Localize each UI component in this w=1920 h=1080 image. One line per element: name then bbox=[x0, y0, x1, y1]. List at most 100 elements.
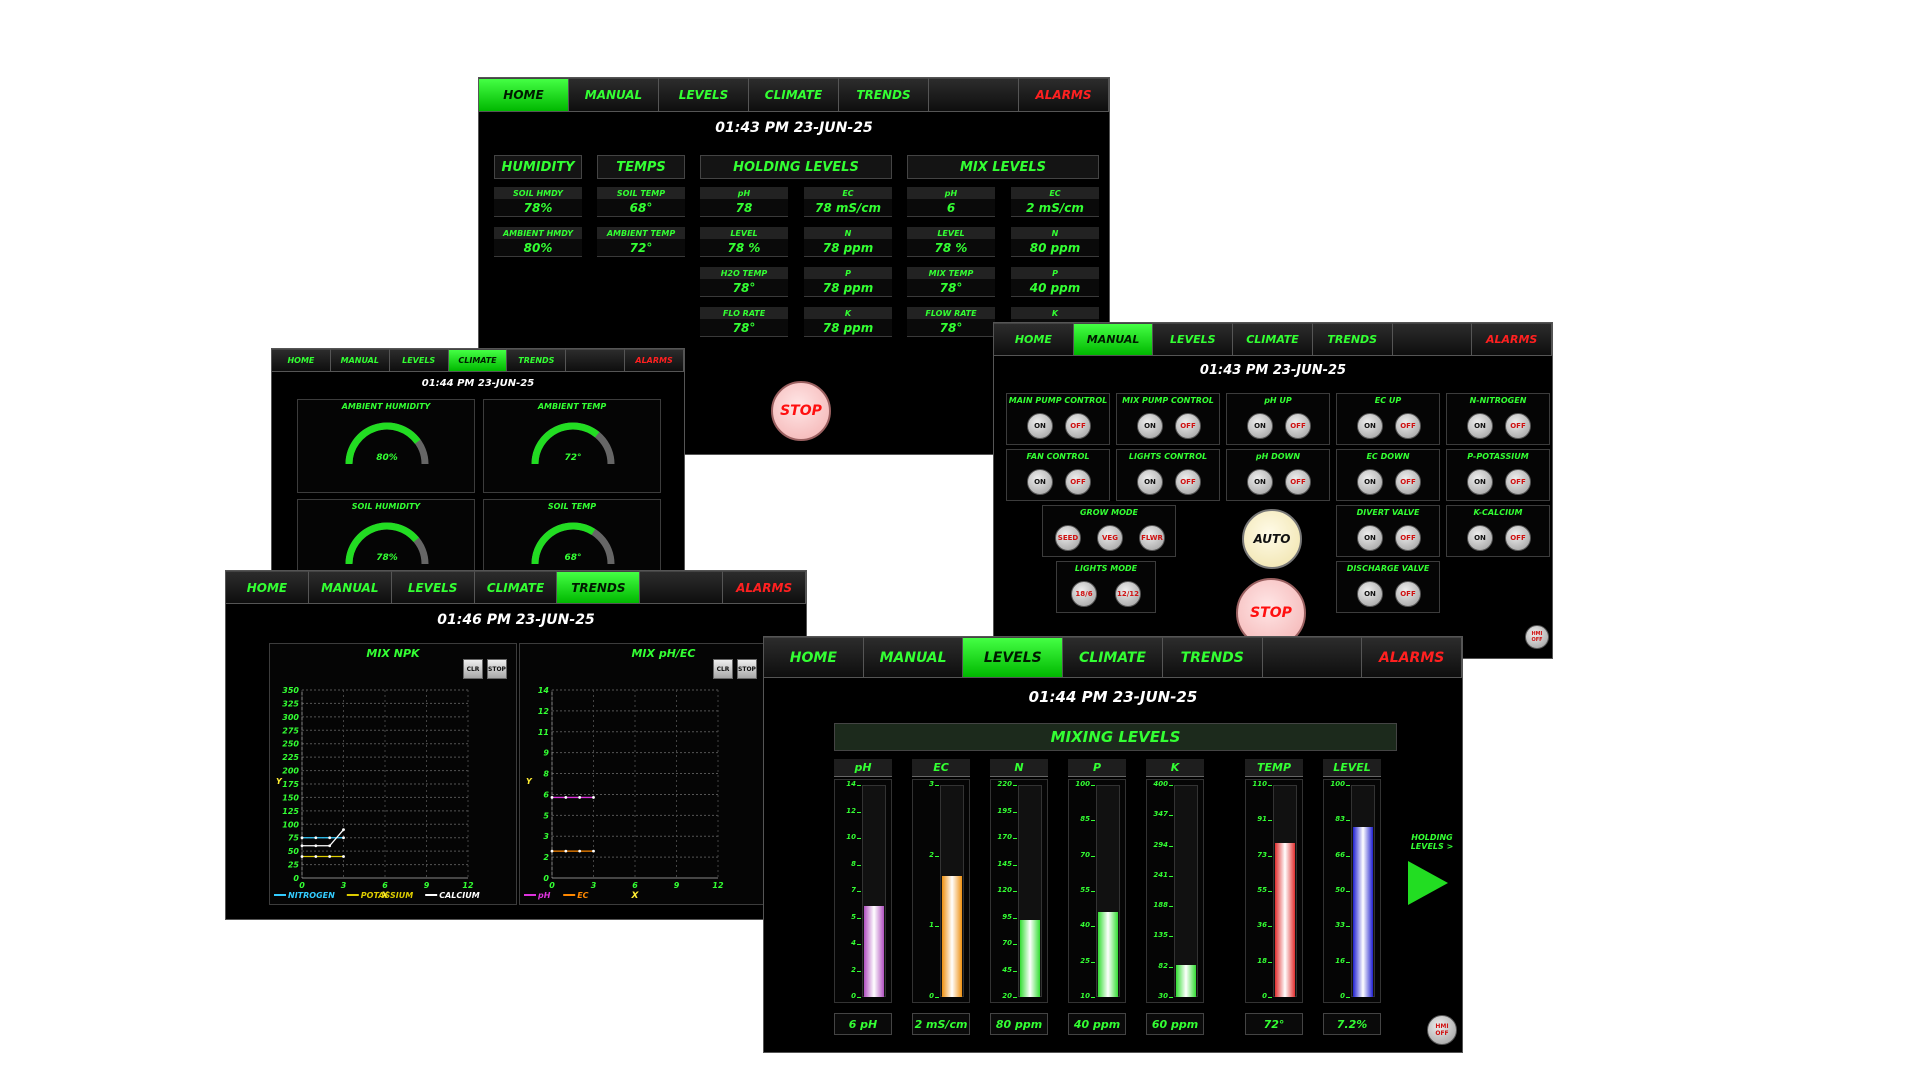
bar-tick-label: 0 bbox=[929, 992, 934, 1000]
grow-seed-button[interactable]: SEED bbox=[1055, 525, 1081, 551]
fan-off-button[interactable]: OFF bbox=[1065, 469, 1091, 495]
tab-home[interactable]: HOME bbox=[226, 571, 309, 603]
bar-tick-mark bbox=[1013, 891, 1017, 892]
bar-tick-label: 5 bbox=[851, 912, 856, 921]
lights-mode-18-6-button[interactable]: 18/6 bbox=[1071, 581, 1097, 607]
hmi-off-button[interactable]: HMI OFF bbox=[1427, 1015, 1457, 1045]
bar-tick-label: 55 bbox=[1257, 886, 1267, 894]
tab-climate[interactable]: CLIMATE bbox=[1233, 323, 1313, 355]
grow-veg-button[interactable]: VEG bbox=[1097, 525, 1123, 551]
data-point bbox=[550, 796, 554, 799]
tab-trends[interactable]: TRENDS bbox=[839, 78, 929, 111]
divert-valve-control: DIVERT VALVE ON OFF bbox=[1336, 505, 1440, 557]
bar-tick-mark bbox=[1169, 936, 1173, 938]
tab-alarms[interactable]: ALARMS bbox=[723, 571, 806, 603]
ambient-humidity-value: 80% bbox=[494, 239, 582, 257]
k-calcium-off-button[interactable]: OFF bbox=[1505, 525, 1531, 551]
tab-climate[interactable]: CLIMATE bbox=[1063, 637, 1163, 677]
tab-home[interactable]: HOME bbox=[994, 323, 1074, 355]
divert-off-button[interactable]: OFF bbox=[1395, 525, 1421, 551]
tab-home[interactable]: HOME bbox=[764, 637, 864, 677]
main-pump-on-button[interactable]: ON bbox=[1027, 413, 1053, 439]
tab-climate[interactable]: CLIMATE bbox=[474, 571, 558, 603]
bar-tick-mark bbox=[1268, 820, 1272, 822]
tab-trends[interactable]: TRENDS bbox=[507, 349, 567, 371]
group-title: MIX PUMP CONTROL bbox=[1122, 396, 1214, 405]
n-nitrogen-on-button[interactable]: ON bbox=[1467, 413, 1493, 439]
tab-climate[interactable]: CLIMATE bbox=[749, 78, 839, 111]
tab-blank bbox=[929, 78, 1019, 111]
ph-up-on-button[interactable]: ON bbox=[1247, 413, 1273, 439]
chart-stop-button[interactable]: STOP bbox=[737, 659, 757, 679]
tab-manual[interactable]: MANUAL bbox=[569, 78, 659, 111]
lights-on-button[interactable]: ON bbox=[1137, 469, 1163, 495]
next-arrow-icon[interactable] bbox=[1404, 857, 1452, 909]
clr-button[interactable]: CLR bbox=[463, 659, 483, 679]
gauge-fill-arc bbox=[531, 422, 600, 465]
auto-button[interactable]: AUTO bbox=[1242, 509, 1302, 569]
mixing-levels-header: MIXING LEVELS bbox=[834, 723, 1397, 751]
tab-home[interactable]: HOME bbox=[272, 349, 331, 371]
y-tick-label: 175 bbox=[282, 780, 299, 789]
bar-tick-label: 20 bbox=[1002, 992, 1012, 1000]
tab-levels[interactable]: LEVELS bbox=[1153, 323, 1234, 355]
bar-fill bbox=[1176, 965, 1196, 997]
clr-button[interactable]: CLR bbox=[713, 659, 733, 679]
tab-manual[interactable]: MANUAL bbox=[330, 349, 390, 371]
n-nitrogen-off-button[interactable]: OFF bbox=[1505, 413, 1531, 439]
tab-climate[interactable]: CLIMATE bbox=[448, 349, 508, 371]
bar-tick-label: 70 bbox=[1002, 939, 1012, 947]
gauge-title: SOIL TEMP bbox=[547, 502, 597, 511]
tab-trends[interactable]: TRENDS bbox=[1312, 323, 1393, 355]
tab-alarms[interactable]: ALARMS bbox=[1472, 323, 1552, 355]
ph-down-off-button[interactable]: OFF bbox=[1285, 469, 1311, 495]
tab-levels[interactable]: LEVELS bbox=[963, 637, 1064, 677]
mix-pump-off-button[interactable]: OFF bbox=[1175, 413, 1201, 439]
ph-down-on-button[interactable]: ON bbox=[1247, 469, 1273, 495]
chart-stop-button[interactable]: STOP bbox=[487, 659, 507, 679]
phec-chart: MIX pH/EC CLR STOP 14 12 11 9 8 6 5 3 2 0 0 3 6 9 12 Y X… bbox=[519, 643, 806, 905]
hmi-off-button[interactable]: HMI OFF bbox=[1525, 625, 1549, 649]
tab-levels[interactable]: LEVELS bbox=[391, 571, 475, 603]
fan-on-button[interactable]: ON bbox=[1027, 469, 1053, 495]
tab-alarms[interactable]: ALARMS bbox=[625, 349, 684, 371]
tab-manual[interactable]: MANUAL bbox=[1073, 323, 1154, 355]
main-pump-off-button[interactable]: OFF bbox=[1065, 413, 1091, 439]
stop-button[interactable]: STOP bbox=[771, 381, 831, 441]
k-calcium-on-button[interactable]: ON bbox=[1467, 525, 1493, 551]
bar-fill bbox=[864, 906, 884, 997]
bar-tick-label: 8 bbox=[851, 859, 856, 868]
tab-levels[interactable]: LEVELS bbox=[389, 349, 449, 371]
clock: 01:44 PM 23-JUN-25 bbox=[421, 378, 535, 389]
tab-levels[interactable]: LEVELS bbox=[659, 78, 749, 111]
mix-ph-label: pH bbox=[907, 187, 995, 199]
tab-trends[interactable]: TRENDS bbox=[557, 571, 641, 603]
data-point bbox=[564, 849, 568, 853]
tab-manual[interactable]: MANUAL bbox=[308, 571, 392, 603]
ec-down-on-button[interactable]: ON bbox=[1357, 469, 1383, 495]
tab-alarms[interactable]: ALARMS bbox=[1019, 78, 1109, 111]
p-potassium-off-button[interactable]: OFF bbox=[1505, 469, 1531, 495]
grow-flwr-button[interactable]: FLWR bbox=[1139, 525, 1165, 551]
tab-trends[interactable]: TRENDS bbox=[1162, 637, 1263, 677]
holding-levels-link[interactable]: HOLDING LEVELS > bbox=[1410, 833, 1454, 851]
tab-manual[interactable]: MANUAL bbox=[863, 637, 964, 677]
tab-blank bbox=[1262, 637, 1363, 677]
ec-up-off-button[interactable]: OFF bbox=[1395, 413, 1421, 439]
mix-pump-on-button[interactable]: ON bbox=[1137, 413, 1163, 439]
lights-mode-12-12-button[interactable]: 12/12 bbox=[1115, 581, 1141, 607]
divert-on-button[interactable]: ON bbox=[1357, 525, 1383, 551]
y-tick-label: 11 bbox=[538, 728, 549, 737]
flo-rate-value: 78° bbox=[700, 319, 788, 337]
discharge-on-button[interactable]: ON bbox=[1357, 581, 1383, 607]
p-potassium-on-button[interactable]: ON bbox=[1467, 469, 1493, 495]
mix-ph-value: 6 bbox=[907, 199, 995, 217]
discharge-off-button[interactable]: OFF bbox=[1395, 581, 1421, 607]
data-point bbox=[328, 836, 332, 840]
tab-home[interactable]: HOME bbox=[479, 78, 569, 111]
tab-alarms[interactable]: ALARMS bbox=[1362, 637, 1462, 677]
lights-off-button[interactable]: OFF bbox=[1175, 469, 1201, 495]
ec-down-off-button[interactable]: OFF bbox=[1395, 469, 1421, 495]
ph-up-off-button[interactable]: OFF bbox=[1285, 413, 1311, 439]
ec-up-on-button[interactable]: ON bbox=[1357, 413, 1383, 439]
